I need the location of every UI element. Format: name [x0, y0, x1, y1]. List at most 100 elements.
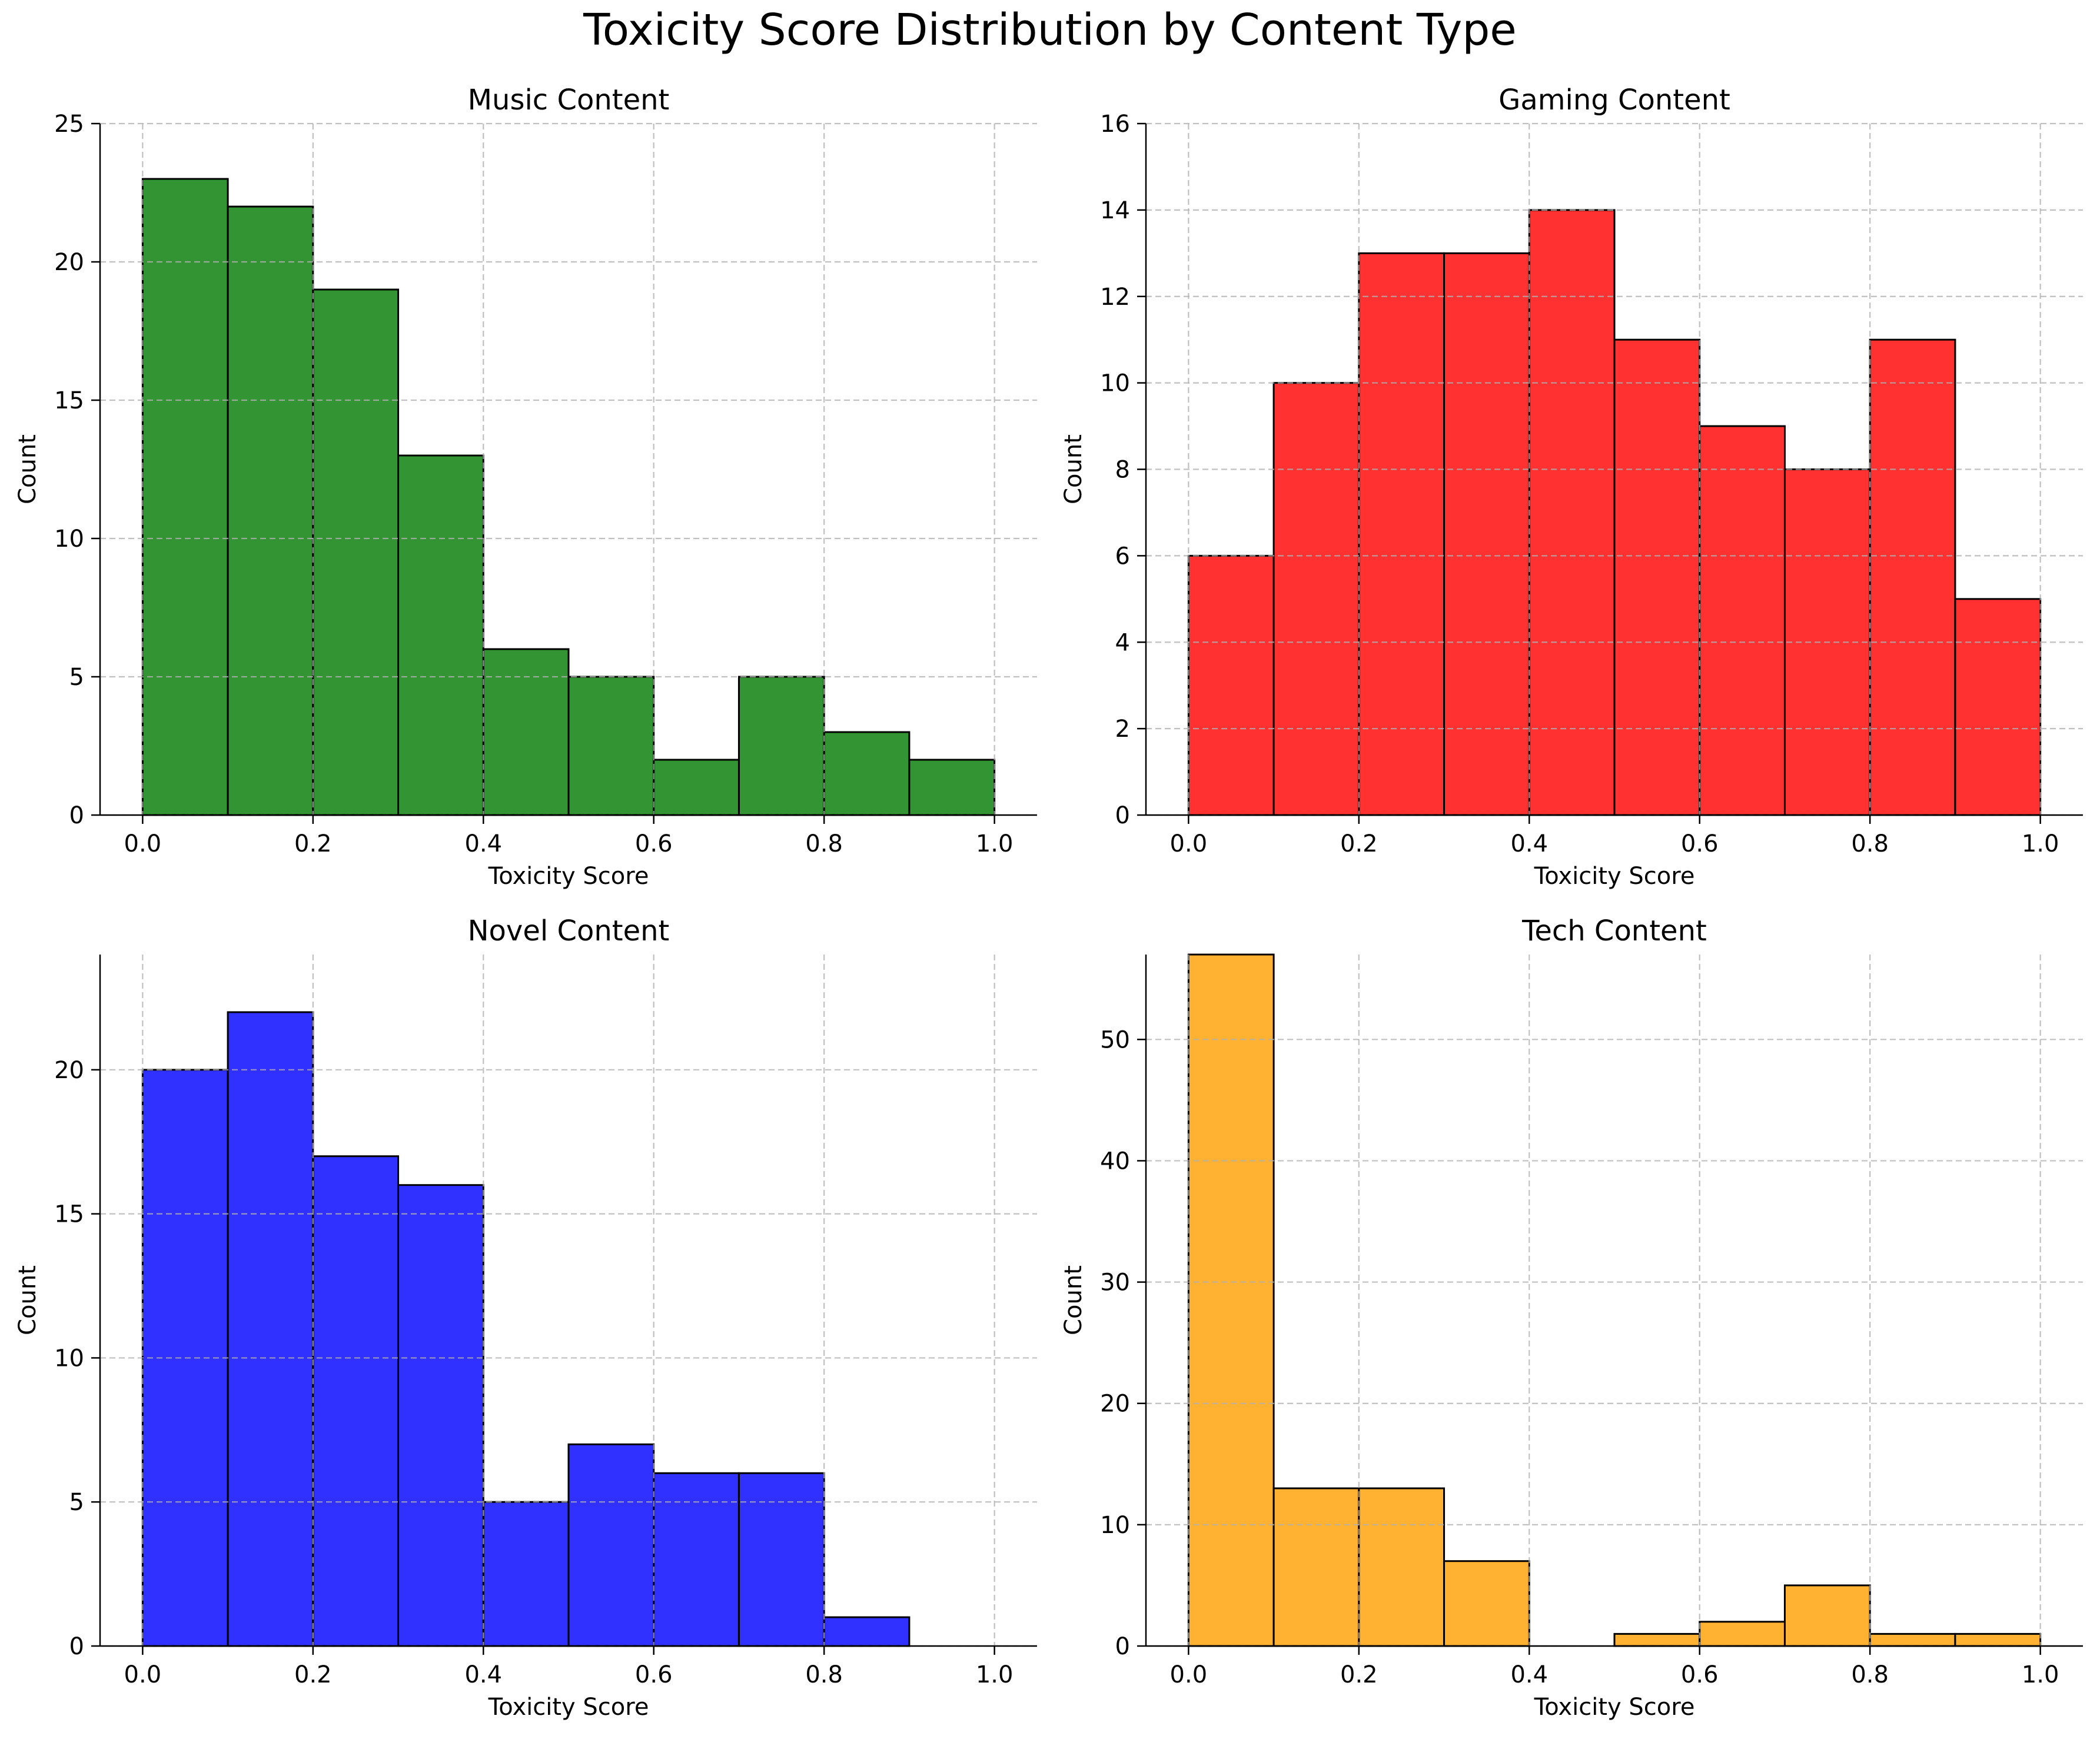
gaming-content-ytick-label-0: 0 — [1115, 802, 1130, 829]
tech-content-bar-0 — [1187, 953, 1275, 1647]
music-content-ytick-label-4: 20 — [54, 249, 84, 276]
tech-content-ylabel: Count — [1060, 1265, 1087, 1335]
gaming-content-ytick-label-7: 14 — [1100, 197, 1130, 224]
music-content-xtick-label-2: 0.4 — [464, 830, 502, 857]
music-content-bar-0 — [141, 178, 229, 816]
music-content-bar-2 — [312, 288, 400, 816]
tech-content-bar-8 — [1869, 1632, 1956, 1647]
novel-content-bar-2 — [312, 1155, 400, 1647]
gaming-content-bar-1 — [1272, 382, 1360, 816]
gaming-content-xtick-label-1: 0.2 — [1340, 830, 1378, 857]
music-content-bar-9 — [908, 759, 996, 816]
novel-content-xtick-label-1: 0.2 — [294, 1661, 332, 1688]
novel-content-bar-5 — [567, 1443, 655, 1647]
novel-content-xtick-label-5: 1.0 — [976, 1661, 1014, 1688]
music-content-xtick-label-0: 0.0 — [124, 830, 162, 857]
tech-content-bar-5 — [1613, 1632, 1701, 1647]
gaming-content-bar-4 — [1528, 209, 1616, 816]
gaming-content-ytick-label-1: 2 — [1115, 716, 1130, 743]
music-content-ylabel: Count — [14, 434, 41, 504]
novel-content-bar-1 — [227, 1011, 314, 1647]
gaming-content-ytick-label-6: 12 — [1100, 284, 1130, 311]
novel-content-xlabel: Toxicity Score — [488, 1694, 649, 1721]
tech-content-bar-9 — [1954, 1632, 2042, 1647]
tech-content-bar-7 — [1783, 1584, 1871, 1647]
music-content-panel: 0.0 0.2 0.4 0.6 0.8 1.0 0 5 10 15 20 25 Music Conten… — [14, 84, 1037, 890]
gaming-content-panel: 0.0 0.2 0.4 0.6 0.8 1.0 0 2 4 6 8 10 12 14 16 Gaming Co… — [1060, 84, 2083, 890]
tech-content-xtick-label-0: 0.0 — [1170, 1661, 1208, 1688]
tech-content-ytick-label-2: 20 — [1100, 1391, 1130, 1418]
music-content-xtick-label-4: 0.8 — [805, 830, 843, 857]
tech-content-xtick-label-3: 0.6 — [1681, 1661, 1719, 1688]
novel-content-bar-4 — [482, 1501, 570, 1647]
music-content-ytick-label-0: 0 — [69, 802, 84, 829]
music-content-bar-5 — [567, 676, 655, 816]
gaming-content-bar-2 — [1358, 252, 1446, 816]
novel-content-bar-3 — [397, 1184, 484, 1647]
novel-content-xtick-label-0: 0.0 — [124, 1661, 162, 1688]
novel-content-ytick-label-0: 0 — [69, 1633, 84, 1660]
gaming-content-ytick-label-4: 8 — [1115, 457, 1130, 484]
music-content-bar-1 — [227, 205, 314, 816]
tech-content-ytick-label-5: 50 — [1100, 1026, 1130, 1053]
gaming-content-title: Gaming Content — [1498, 84, 1730, 117]
gaming-content-bar-6 — [1699, 425, 1786, 816]
music-content-title: Music Content — [468, 84, 670, 117]
music-content-bar-4 — [482, 648, 570, 816]
tech-content-xtick-label-5: 1.0 — [2022, 1661, 2059, 1688]
tech-content-bar-2 — [1358, 1487, 1446, 1647]
gaming-content-ytick-label-5: 10 — [1100, 370, 1130, 397]
figure-title: Toxicity Score Distribution by Content T… — [583, 5, 1517, 55]
gaming-content-xtick-label-2: 0.4 — [1510, 830, 1548, 857]
tech-content-xtick-label-4: 0.8 — [1851, 1661, 1889, 1688]
novel-content-title: Novel Content — [468, 915, 670, 947]
novel-content-bar-8 — [823, 1616, 911, 1647]
tech-content-panel: 0.0 0.2 0.4 0.6 0.8 1.0 0 10 20 30 40 50 Tech Conten… — [1060, 915, 2083, 1721]
music-content-bar-7 — [737, 676, 825, 816]
music-content-xtick-label-5: 1.0 — [976, 830, 1014, 857]
tech-content-xtick-label-2: 0.4 — [1510, 1661, 1548, 1688]
music-content-xlabel: Toxicity Score — [488, 863, 649, 890]
gaming-content-ytick-label-2: 4 — [1115, 629, 1130, 656]
novel-content-ytick-label-3: 15 — [54, 1201, 84, 1228]
tech-content-ytick-label-0: 0 — [1115, 1633, 1130, 1660]
tech-content-ytick-label-1: 10 — [1100, 1512, 1130, 1539]
novel-content-xtick-label-3: 0.6 — [635, 1661, 673, 1688]
novel-content-panel: 0.0 0.2 0.4 0.6 0.8 1.0 0 5 10 15 20 Novel Content T… — [14, 915, 1037, 1721]
tech-content-bar-3 — [1443, 1560, 1530, 1647]
novel-content-ylabel: Count — [14, 1265, 41, 1335]
tech-content-ytick-label-4: 40 — [1100, 1148, 1130, 1175]
novel-content-xtick-label-2: 0.4 — [464, 1661, 502, 1688]
gaming-content-bar-0 — [1187, 554, 1275, 816]
gaming-content-xlabel: Toxicity Score — [1534, 863, 1695, 890]
novel-content-bar-7 — [737, 1472, 825, 1647]
music-content-xtick-label-1: 0.2 — [294, 830, 332, 857]
novel-content-xtick-label-4: 0.8 — [805, 1661, 843, 1688]
gaming-content-ylabel: Count — [1060, 434, 1087, 504]
music-content-bar-3 — [397, 454, 484, 816]
gaming-content-bar-9 — [1954, 598, 2042, 816]
novel-content-bar-6 — [653, 1472, 740, 1647]
novel-content-ytick-label-1: 5 — [69, 1489, 84, 1516]
tech-content-xlabel: Toxicity Score — [1534, 1694, 1695, 1721]
music-content-xtick-label-3: 0.6 — [635, 830, 673, 857]
novel-content-ytick-label-2: 10 — [54, 1345, 84, 1372]
gaming-content-ytick-label-8: 16 — [1100, 111, 1130, 138]
tech-content-bar-6 — [1699, 1621, 1786, 1647]
music-content-ytick-label-3: 15 — [54, 387, 84, 414]
gaming-content-xtick-label-5: 1.0 — [2022, 830, 2059, 857]
gaming-content-bar-5 — [1613, 338, 1701, 816]
gaming-content-ytick-label-3: 6 — [1115, 543, 1130, 570]
gaming-content-bar-8 — [1869, 338, 1956, 816]
gaming-content-xtick-label-4: 0.8 — [1851, 830, 1889, 857]
tech-content-xtick-label-1: 0.2 — [1340, 1661, 1378, 1688]
gaming-content-bar-3 — [1443, 252, 1530, 816]
music-content-bar-8 — [823, 731, 911, 816]
gaming-content-xtick-label-3: 0.6 — [1681, 830, 1719, 857]
novel-content-ytick-label-4: 20 — [54, 1057, 84, 1084]
tech-content-title: Tech Content — [1521, 915, 1707, 947]
music-content-ytick-label-2: 10 — [54, 526, 84, 553]
music-content-ytick-label-1: 5 — [69, 664, 84, 691]
